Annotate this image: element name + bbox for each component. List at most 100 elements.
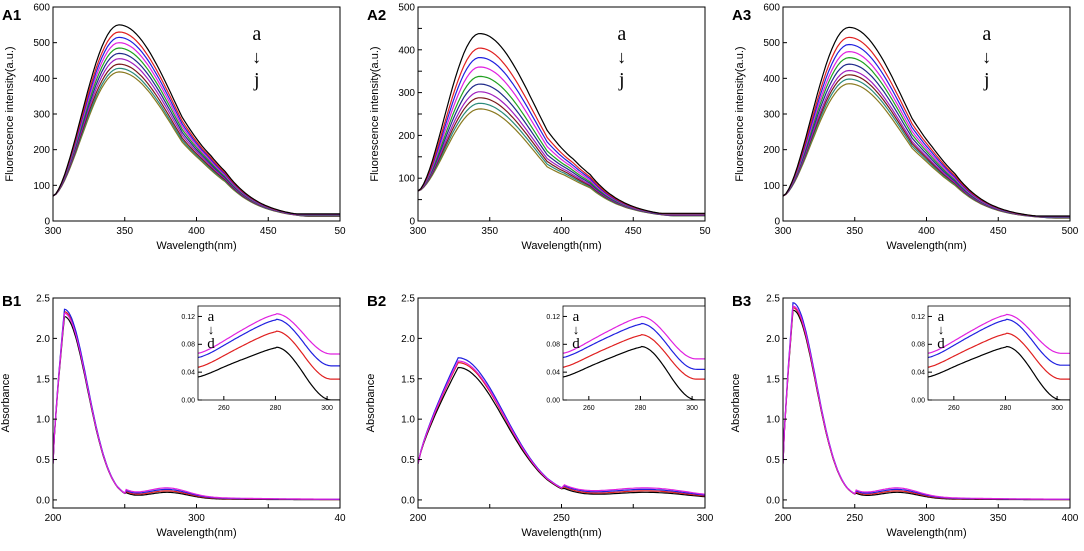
y-tick-label: 400	[398, 45, 415, 56]
y-tick-label: 0.00	[546, 397, 560, 404]
x-tick-label: 350	[116, 226, 133, 237]
y-tick-label: 1.0	[766, 415, 780, 426]
inset-background	[198, 306, 340, 400]
y-tick-label: 2.0	[36, 334, 50, 345]
plot-frame	[197, 305, 341, 401]
y-tick-label: 0.5	[401, 455, 415, 466]
y-tick-label: 400	[763, 74, 780, 85]
y-tick-label: 0	[409, 217, 415, 228]
y-tick-label: 600	[33, 3, 50, 14]
x-axis-label: Wavelength(nm)	[156, 240, 236, 252]
y-tick-label: 0	[44, 217, 50, 228]
y-tick-label: 0.04	[911, 370, 925, 377]
x-tick-label: 400	[188, 226, 205, 237]
inset-annotation-bottom: d	[207, 336, 215, 352]
plot-frame	[782, 6, 1071, 222]
series-line-c	[783, 43, 1070, 218]
x-tick-label: 300	[410, 226, 427, 237]
y-tick-label: 0.0	[766, 495, 780, 506]
arrow-icon: ↓	[938, 322, 945, 337]
inset-series-group	[198, 313, 340, 400]
x-tick-label: 280	[635, 405, 647, 412]
x-tick-label: 350	[481, 226, 498, 237]
y-axis-label: Fluorescence intensity(a.u.)	[4, 46, 16, 181]
x-tick-label: 280	[1000, 405, 1012, 412]
series-line-f	[418, 83, 705, 216]
inset-series-line-c	[198, 318, 340, 367]
y-tick-label: 200	[398, 131, 415, 142]
x-axis-label: Wavelength(nm)	[156, 527, 236, 539]
series-line-b	[418, 47, 705, 215]
arrow-icon: ↓	[982, 47, 991, 67]
inset-series-line-c	[563, 322, 705, 370]
y-axis-label: Absorbance	[0, 374, 12, 433]
panel-b1: 200 300 40 0.0 0.5 1.0 1.5 2.0 2.5 Wavelength(nm)…	[0, 293, 346, 539]
panel-label: A2	[367, 7, 386, 24]
x-tick-label: 260	[948, 405, 960, 412]
y-tick-label: 0.04	[181, 370, 195, 377]
series-line-c	[418, 57, 705, 215]
x-tick-label: 300	[1051, 405, 1063, 412]
series-group	[53, 24, 340, 217]
y-tick-label: 2.5	[401, 294, 415, 305]
y-tick-label: 1.0	[401, 415, 415, 426]
panel-label: B2	[367, 293, 386, 310]
y-tick-label: 0.0	[36, 495, 50, 506]
x-tick-label: 400	[918, 226, 935, 237]
panel-a3: 300 350 400 450 500 0 100 200 300 400 500 600 Wavele…	[732, 3, 1079, 253]
inset-background	[563, 306, 705, 400]
x-tick-label: 300	[321, 405, 333, 412]
y-tick-label: 2.5	[36, 294, 50, 305]
series-group	[418, 357, 705, 498]
series-line-d	[783, 50, 1070, 218]
panel-b3: 200 250 300 350 400 0.0 0.5 1.0 1.5 2.0 2.5 Wavelen…	[730, 293, 1079, 539]
panel-label: B3	[732, 293, 751, 310]
series-line-e	[418, 75, 705, 215]
annotation-bottom: j	[618, 69, 625, 91]
plot-frame	[52, 6, 341, 222]
y-tick-label: 300	[398, 88, 415, 99]
y-tick-label: 200	[763, 145, 780, 156]
panel-label: A1	[2, 7, 21, 24]
y-tick-label: 0.5	[36, 455, 50, 466]
series-line-h	[53, 63, 340, 217]
plot-frame	[562, 305, 706, 401]
series-line-e	[783, 56, 1070, 218]
inset-series-line-a	[563, 345, 705, 400]
annotation-top: a	[617, 23, 626, 45]
x-tick-label: 250	[846, 513, 863, 524]
x-tick-label: 200	[45, 513, 62, 524]
x-axis-label: Wavelength(nm)	[886, 240, 966, 252]
y-tick-label: 0.12	[911, 314, 925, 321]
x-tick-label: 450	[260, 226, 277, 237]
x-tick-label: 400	[1062, 513, 1079, 524]
x-tick-label: 450	[625, 226, 642, 237]
x-tick-label: 280	[270, 405, 282, 412]
plot-frame	[927, 305, 1071, 401]
y-tick-label: 0.08	[546, 342, 560, 349]
inset-series-line-b	[198, 330, 340, 380]
y-tick-label: 1.5	[401, 374, 415, 385]
inset-series-line-d	[563, 315, 705, 360]
x-tick-label: 350	[846, 226, 863, 237]
y-tick-label: 300	[33, 110, 50, 121]
annotation-a-to-j: a↓j	[982, 23, 991, 91]
y-tick-label: 1.5	[766, 374, 780, 385]
inset-series-line-a	[198, 346, 340, 400]
y-tick-label: 2.0	[766, 334, 780, 345]
x-tick-label: 300	[697, 513, 714, 524]
inset-annotation-top: a	[938, 309, 945, 325]
arrow-icon: ↓	[208, 322, 215, 337]
x-axis-label: Wavelength(nm)	[521, 240, 601, 252]
series-group	[418, 32, 705, 217]
x-tick-label: 300	[45, 226, 62, 237]
x-tick-label: 300	[918, 513, 935, 524]
x-axis-label: Wavelength(nm)	[521, 527, 601, 539]
series-line-a	[783, 26, 1070, 217]
annotation-bottom: j	[983, 69, 990, 91]
y-axis-label: Absorbance	[730, 374, 742, 433]
y-tick-label: 600	[763, 3, 780, 14]
arrow-icon: ↓	[573, 322, 580, 337]
y-tick-label: 0.5	[766, 455, 780, 466]
series-line-d	[53, 312, 340, 500]
